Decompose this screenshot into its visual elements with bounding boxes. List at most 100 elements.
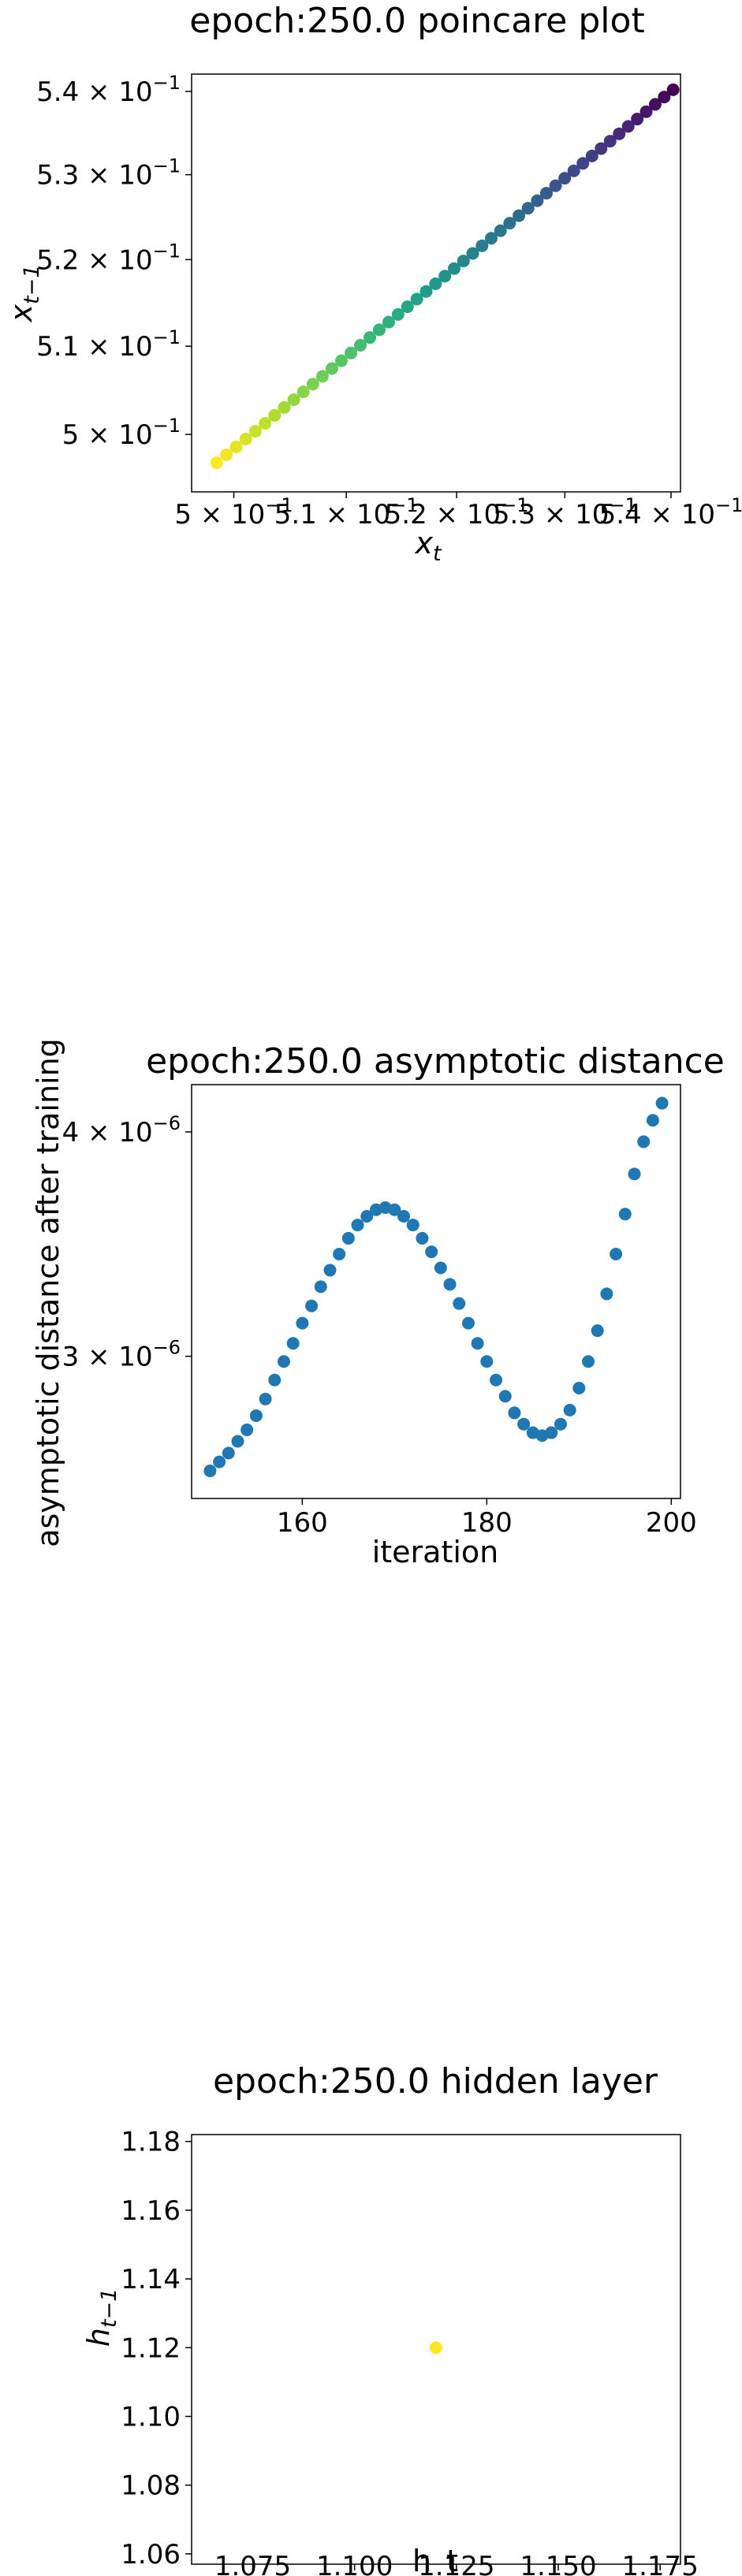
- poincare-point: [239, 432, 252, 445]
- poincare-point: [531, 194, 544, 207]
- poincare-point: [335, 354, 349, 367]
- hidden-layer-points: [430, 2341, 442, 2355]
- poincare-point: [401, 300, 414, 314]
- hidden-x-tick-label: 1.075: [214, 2551, 291, 2576]
- hidden-layer-panel: epoch:250.0 hidden layer 1.075 1.100 1.125…: [81, 2061, 699, 2576]
- poincare-point: [457, 255, 470, 268]
- hidden-x-tick-label: 1.100: [316, 2551, 393, 2576]
- poincare-x-tick-label: 5.3 × 10−1: [493, 494, 637, 530]
- poincare-x-tick-label: 5.2 × 10−1: [385, 494, 529, 530]
- distance-point: [563, 1403, 576, 1416]
- distance-point: [517, 1417, 531, 1431]
- poincare-y-tick-label: 5 × 10−1: [62, 415, 181, 451]
- poincare-plot-panel: epoch:250.0 poincare plot 5 × 10−15.1 × …: [4, 1, 742, 566]
- distance-point: [600, 1287, 613, 1301]
- poincare-point: [325, 362, 338, 375]
- distance-x-tick-label: 160: [277, 1507, 328, 1539]
- poincare-point: [466, 247, 479, 260]
- poincare-point: [229, 440, 243, 453]
- poincare-x-tick-label: 5.1 × 10−1: [274, 494, 419, 530]
- hidden-y-tick-label: 1.06: [121, 2539, 181, 2570]
- distance-point: [277, 1355, 290, 1368]
- distance-point: [333, 1247, 346, 1260]
- poincare-point: [306, 378, 319, 391]
- poincare-point: [315, 370, 329, 383]
- poincare-point: [268, 408, 282, 422]
- hidden-layer-x-axis-label: h_t: [412, 2544, 458, 2576]
- poincare-y-tick-label: 5.3 × 10−1: [36, 155, 181, 192]
- hidden-layer-y-axis-label: ht−1: [81, 2288, 121, 2347]
- distance-y-tick-label: 4 × 10−6: [62, 1112, 181, 1148]
- poincare-point: [259, 416, 272, 430]
- poincare-point: [354, 338, 367, 352]
- distance-x-tick-label: 200: [646, 1507, 697, 1539]
- distance-point: [554, 1417, 567, 1431]
- asymptotic-distance-x-axis-label: iteration: [372, 1535, 499, 1569]
- hidden-x-tick-label: 1.175: [621, 2551, 698, 2576]
- distance-point: [480, 1355, 494, 1368]
- distance-point: [443, 1278, 457, 1291]
- distance-point: [610, 1247, 623, 1260]
- poincare-point: [372, 323, 386, 337]
- poincare-plot-x-ticks: 5 × 10−15.1 × 10−15.2 × 10−15.3 × 10−15.…: [174, 492, 742, 530]
- poincare-point: [658, 91, 671, 104]
- poincare-y-tick-label: 5.2 × 10−1: [36, 240, 181, 276]
- distance-point: [425, 1245, 438, 1259]
- distance-point: [508, 1406, 521, 1420]
- poincare-plot-points: [210, 83, 680, 470]
- poincare-point: [621, 120, 635, 133]
- asymptotic-distance-plot-area: [191, 1084, 681, 1499]
- asymptotic-distance-y-axis-label: asymptotic distance after training: [31, 1038, 65, 1547]
- poincare-plot-y-axis-label: xt−1: [4, 265, 44, 323]
- poincare-point: [513, 209, 526, 222]
- poincare-point: [220, 449, 233, 462]
- poincare-point: [410, 292, 423, 306]
- poincare-point: [631, 113, 644, 126]
- distance-y-tick-label: 3 × 10−6: [62, 1337, 181, 1373]
- distance-point: [637, 1135, 651, 1148]
- poincare-y-tick-label: 5.4 × 10−1: [36, 72, 181, 108]
- poincare-point: [248, 424, 262, 437]
- poincare-plot-x-axis-label: xt: [414, 526, 442, 566]
- poincare-point: [345, 346, 358, 359]
- poincare-point: [475, 239, 489, 252]
- distance-point: [268, 1373, 282, 1387]
- distance-point: [582, 1355, 595, 1368]
- asymptotic-distance-panel: epoch:250.0 asymptotic distance 160 180 20…: [31, 1038, 725, 1569]
- distance-point: [646, 1114, 659, 1127]
- poincare-plot-title: epoch:250.0 poincare plot: [189, 1, 644, 41]
- hidden-y-tick-label: 1.10: [121, 2402, 181, 2433]
- hidden-layer-point: [430, 2341, 442, 2355]
- poincare-point: [639, 105, 653, 118]
- distance-x-tick-label: 180: [461, 1507, 513, 1539]
- distance-point: [406, 1219, 419, 1232]
- poincare-point: [567, 164, 580, 177]
- hidden-y-tick-label: 1.16: [121, 2195, 181, 2227]
- distance-point: [323, 1264, 337, 1277]
- poincare-point: [521, 202, 535, 215]
- poincare-point: [382, 315, 395, 329]
- distance-point: [628, 1167, 641, 1181]
- hidden-layer-x-ticks: 1.075 1.100 1.125 1.150 1.175: [214, 2551, 699, 2576]
- poincare-point: [558, 172, 572, 185]
- distance-point: [388, 1203, 401, 1216]
- distance-point: [296, 1316, 309, 1330]
- hidden-x-tick-label: 1.125: [418, 2551, 494, 2576]
- poincare-plot-y-ticks: 5 × 10−1 5.1 × 10−1 5.2 × 10−1 5.3 × 10−1 5.…: [36, 72, 192, 451]
- distance-point: [471, 1337, 484, 1350]
- distance-point: [286, 1337, 300, 1350]
- hidden-y-tick-label: 1.14: [121, 2264, 181, 2295]
- distance-point: [341, 1231, 355, 1245]
- poincare-x-tick-label: 5 × 10−1: [174, 494, 293, 530]
- distance-point: [360, 1209, 374, 1223]
- distance-point: [453, 1297, 466, 1310]
- hidden-layer-title: epoch:250.0 hidden layer: [213, 2061, 658, 2101]
- hidden-x-tick-label: 1.150: [520, 2551, 596, 2576]
- distance-point: [351, 1219, 364, 1232]
- poincare-point: [278, 401, 291, 415]
- distance-point: [259, 1392, 272, 1405]
- distance-point: [249, 1409, 263, 1422]
- poincare-plot-area: [191, 73, 681, 493]
- hidden-y-tick-label: 1.12: [121, 2332, 181, 2364]
